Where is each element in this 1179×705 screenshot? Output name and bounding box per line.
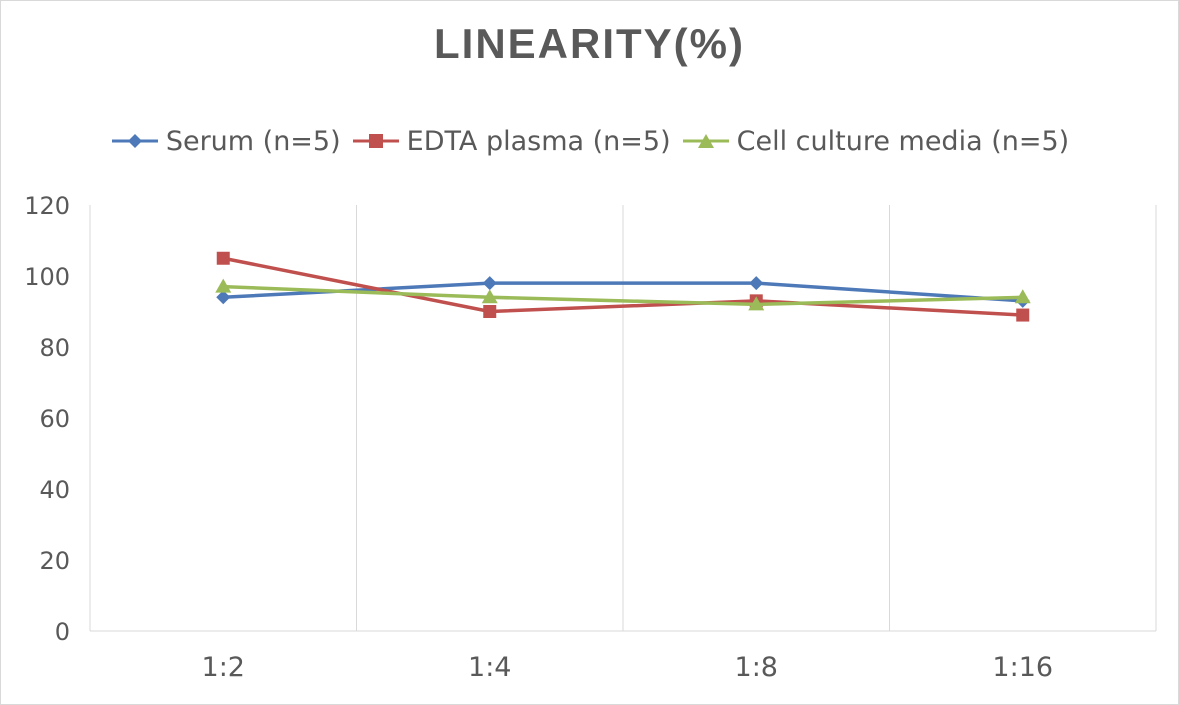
data-point-cell-culture-media-n	[748, 296, 765, 311]
x-tick-label: 1:16	[992, 652, 1053, 683]
legend-item-cell-culture-media: Cell culture media (n=5)	[681, 125, 1070, 157]
x-tick-label: 1:2	[202, 652, 245, 683]
legend-marker-cell-culture-media	[682, 134, 729, 148]
series-line-serum-n	[223, 281, 1023, 303]
chart-title: LINEARITY(%)	[434, 20, 745, 67]
y-tick-label: 40	[39, 476, 70, 504]
data-point-edta-plasma-n	[216, 251, 230, 265]
legend-label-cell-culture-media: Cell culture media (n=5)	[736, 125, 1070, 157]
legend-marker-edta-plasma	[352, 134, 399, 148]
data-point-edta-plasma-n	[1016, 308, 1030, 322]
x-tick-label: 1:8	[735, 652, 778, 683]
data-point-cell-culture-media-n	[215, 278, 232, 293]
legend-item-edta-plasma: EDTA plasma (n=5)	[351, 126, 671, 157]
data-point-serum-n	[482, 276, 497, 291]
data-point-cell-culture-media-n	[1014, 289, 1031, 304]
y-tick-label: 80	[39, 334, 70, 362]
legend-item-serum: Serum (n=5)	[110, 126, 341, 157]
data-point-edta-plasma-n	[483, 305, 497, 318]
legend-marker-serum	[111, 134, 158, 148]
data-point-serum-n	[749, 276, 764, 291]
y-tick-label: 100	[24, 263, 70, 291]
data-point-serum-n	[216, 290, 231, 305]
series-line-edta-plasma-n	[222, 256, 1023, 317]
y-tick-label: 0	[55, 618, 70, 646]
y-tick-label: 120	[24, 192, 70, 220]
legend-label-serum: Serum (n=5)	[165, 125, 341, 157]
legend-label-edta-plasma: EDTA plasma (n=5)	[406, 125, 671, 157]
x-tick-label: 1:4	[468, 652, 511, 683]
series-line-cell-culture-media-n	[223, 284, 1023, 307]
data-point-cell-culture-media-n	[481, 289, 498, 304]
y-tick-label: 60	[39, 405, 70, 433]
y-tick-label: 20	[39, 547, 70, 575]
legend: Serum (n=5) EDTA plasma (n=5) Cell cultu…	[0, 120, 1179, 162]
